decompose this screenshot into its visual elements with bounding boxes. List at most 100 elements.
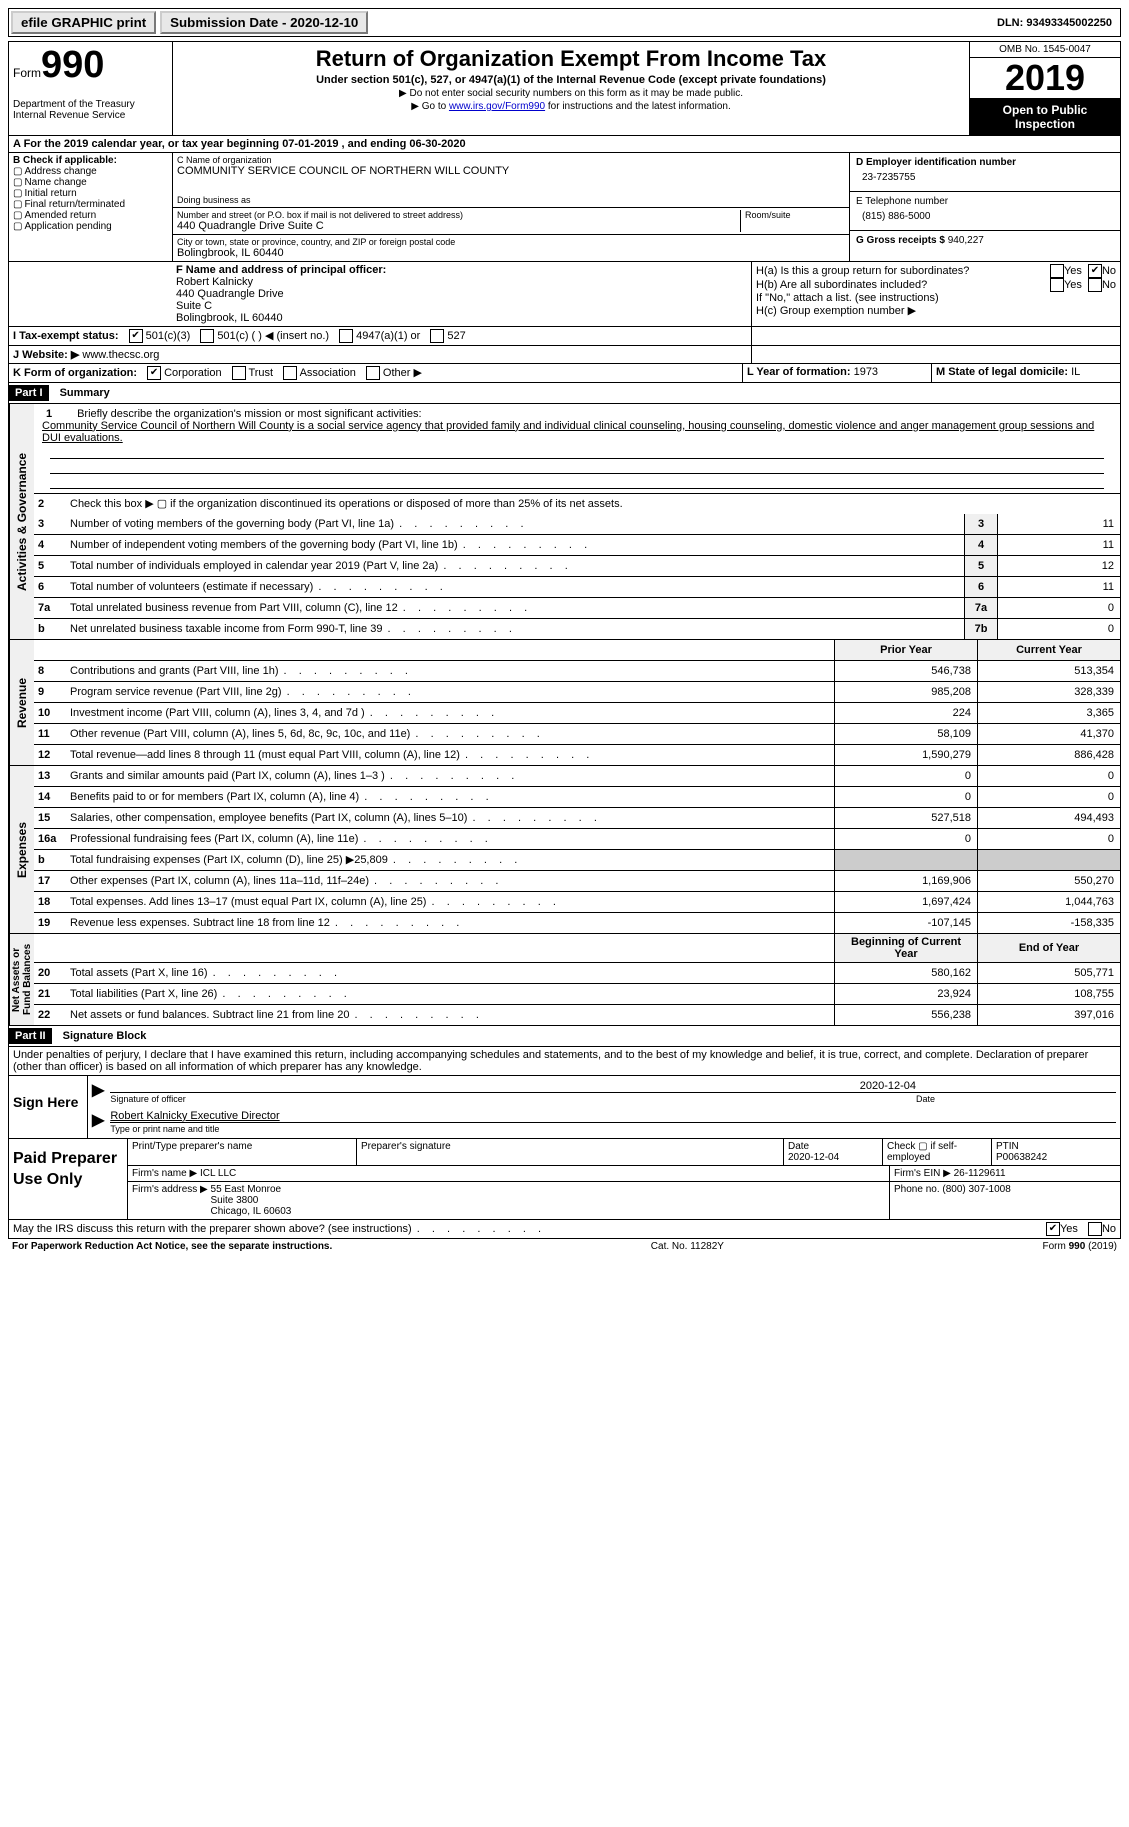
website-label: J Website: ▶: [13, 349, 79, 361]
part2-header: Part II: [9, 1028, 52, 1044]
form-page-number: Form 990 (2019): [1043, 1241, 1117, 1252]
hb-yes[interactable]: Yes: [1050, 278, 1082, 292]
mission-text: Community Service Council of Northern Wi…: [42, 420, 1094, 444]
website-value: www.thecsc.org: [82, 349, 159, 361]
chk-501c3[interactable]: 501(c)(3): [129, 329, 191, 343]
net-assets-section: Net Assets orFund Balances Beginning of …: [8, 934, 1121, 1026]
chk-application-pending[interactable]: Application pending: [13, 221, 168, 232]
ha-label: H(a) Is this a group return for subordin…: [756, 265, 1050, 277]
tax-year: 2019: [970, 58, 1120, 99]
officer-addr3: Bolingbrook, IL 60440: [176, 312, 747, 324]
ein-value: 23-7235755: [856, 168, 1114, 187]
signature-block: Sign Here ▶ 2020-12-04 Signature of offi…: [8, 1076, 1121, 1139]
form-number: Form990: [13, 44, 168, 87]
chk-initial-return[interactable]: Initial return: [13, 188, 168, 199]
telephone-value: (815) 886-5000: [856, 207, 1114, 226]
dba-label: Doing business as: [177, 195, 845, 205]
discuss-no[interactable]: No: [1088, 1222, 1116, 1236]
preparer-sig-label: Preparer's signature: [357, 1139, 784, 1165]
open-inspection: Open to Public Inspection: [970, 99, 1120, 135]
chk-527[interactable]: 527: [430, 329, 465, 343]
revenue-section: Revenue Prior Year Current Year 8Contrib…: [8, 640, 1121, 766]
street-address: 440 Quadrangle Drive Suite C: [177, 220, 740, 232]
financial-line: 15Salaries, other compensation, employee…: [34, 808, 1120, 829]
financial-line: 16aProfessional fundraising fees (Part I…: [34, 829, 1120, 850]
efile-print-button[interactable]: efile GRAPHIC print: [11, 11, 156, 34]
col-beginning: Beginning of Current Year: [834, 934, 977, 962]
chk-other[interactable]: Other ▶: [366, 366, 422, 380]
identity-section: B Check if applicable: Address change Na…: [8, 153, 1121, 262]
catalog-number: Cat. No. 11282Y: [651, 1241, 724, 1252]
ha-yes[interactable]: Yes: [1050, 264, 1082, 278]
firm-ein: 26-1129611: [954, 1168, 1006, 1179]
part1-header: Part I: [9, 385, 49, 401]
form-header: Form990 Department of the Treasury Inter…: [8, 41, 1121, 136]
officer-name: Robert Kalnicky: [176, 276, 747, 288]
col-current-year: Current Year: [977, 640, 1120, 660]
chk-association[interactable]: Association: [283, 366, 356, 380]
org-name-label: C Name of organization: [177, 155, 845, 165]
firm-phone: (800) 307-1008: [942, 1184, 1010, 1195]
page-footer: For Paperwork Reduction Act Notice, see …: [8, 1239, 1121, 1254]
preparer-date: 2020-12-04: [788, 1152, 878, 1163]
summary-line: bNet unrelated business taxable income f…: [34, 619, 1120, 639]
tax-status-label: I Tax-exempt status:: [13, 330, 119, 342]
financial-line: 17Other expenses (Part IX, column (A), l…: [34, 871, 1120, 892]
department: Department of the Treasury Internal Reve…: [13, 99, 168, 121]
line2-discontinued: Check this box ▶ ▢ if the organization d…: [66, 495, 1120, 512]
form-subtitle: Under section 501(c), 527, or 4947(a)(1)…: [179, 74, 963, 86]
financial-line: 18Total expenses. Add lines 13–17 (must …: [34, 892, 1120, 913]
state-domicile: IL: [1071, 366, 1080, 378]
officer-name-title: Robert Kalnicky Executive Director: [110, 1110, 1116, 1122]
financial-line: 21Total liabilities (Part X, line 26)23,…: [34, 984, 1120, 1005]
sig-date: 2020-12-04: [110, 1080, 1116, 1092]
hb-no[interactable]: No: [1088, 278, 1116, 292]
ha-no[interactable]: No: [1088, 264, 1116, 278]
org-name: COMMUNITY SERVICE COUNCIL OF NORTHERN WI…: [177, 165, 845, 177]
financial-line: bTotal fundraising expenses (Part IX, co…: [34, 850, 1120, 871]
chk-501c[interactable]: 501(c) ( ) ◀ (insert no.): [200, 329, 329, 343]
vtab-activities: Activities & Governance: [9, 404, 34, 639]
chk-amended-return[interactable]: Amended return: [13, 210, 168, 221]
chk-4947[interactable]: 4947(a)(1) or: [339, 329, 420, 343]
chk-trust[interactable]: Trust: [232, 366, 274, 380]
vtab-net-assets: Net Assets orFund Balances: [9, 934, 34, 1025]
discuss-yes[interactable]: Yes: [1046, 1222, 1078, 1236]
ein-label: D Employer identification number: [856, 157, 1114, 168]
dln: DLN: 93493345002250: [997, 17, 1118, 29]
paid-preparer-label: Paid Preparer Use Only: [9, 1139, 128, 1219]
part2-title: Signature Block: [55, 1030, 147, 1042]
year-formation: 1973: [854, 366, 878, 378]
submission-date-button[interactable]: Submission Date - 2020-12-10: [160, 11, 368, 34]
chk-final-return[interactable]: Final return/terminated: [13, 199, 168, 210]
chk-name-change[interactable]: Name change: [13, 177, 168, 188]
financial-line: 19Revenue less expenses. Subtract line 1…: [34, 913, 1120, 933]
top-bar: efile GRAPHIC print Submission Date - 20…: [8, 8, 1121, 37]
hb-note: If "No," attach a list. (see instruction…: [756, 292, 1116, 304]
financial-line: 10Investment income (Part VIII, column (…: [34, 703, 1120, 724]
financial-line: 9Program service revenue (Part VIII, lin…: [34, 682, 1120, 703]
summary-line: 6Total number of volunteers (estimate if…: [34, 577, 1120, 598]
sig-arrow-icon: ▶: [92, 1110, 110, 1134]
line-a-tax-year: A For the 2019 calendar year, or tax yea…: [8, 136, 1121, 153]
vtab-expenses: Expenses: [9, 766, 34, 933]
self-employed-check[interactable]: Check ▢ if self-employed: [883, 1139, 992, 1165]
preparer-name-label: Print/Type preparer's name: [128, 1139, 357, 1165]
room-suite-label: Room/suite: [745, 210, 845, 220]
financial-line: 12Total revenue—add lines 8 through 11 (…: [34, 745, 1120, 765]
firm-address: 55 East Monroe Suite 3800 Chicago, IL 60…: [211, 1184, 292, 1217]
financial-line: 14Benefits paid to or for members (Part …: [34, 787, 1120, 808]
irs-link[interactable]: www.irs.gov/Form990: [449, 101, 545, 112]
summary-line: 7aTotal unrelated business revenue from …: [34, 598, 1120, 619]
chk-address-change[interactable]: Address change: [13, 166, 168, 177]
paperwork-notice: For Paperwork Reduction Act Notice, see …: [12, 1241, 332, 1252]
col-prior-year: Prior Year: [834, 640, 977, 660]
chk-corporation[interactable]: Corporation: [147, 366, 222, 380]
expenses-section: Expenses 13Grants and similar amounts pa…: [8, 766, 1121, 934]
part1-title: Summary: [52, 387, 110, 399]
activities-governance-section: Activities & Governance 1 Briefly descri…: [8, 404, 1121, 640]
summary-line: 4Number of independent voting members of…: [34, 535, 1120, 556]
city-state-zip: Bolingbrook, IL 60440: [177, 247, 845, 259]
hb-label: H(b) Are all subordinates included?: [756, 279, 1050, 291]
col-end: End of Year: [977, 934, 1120, 962]
